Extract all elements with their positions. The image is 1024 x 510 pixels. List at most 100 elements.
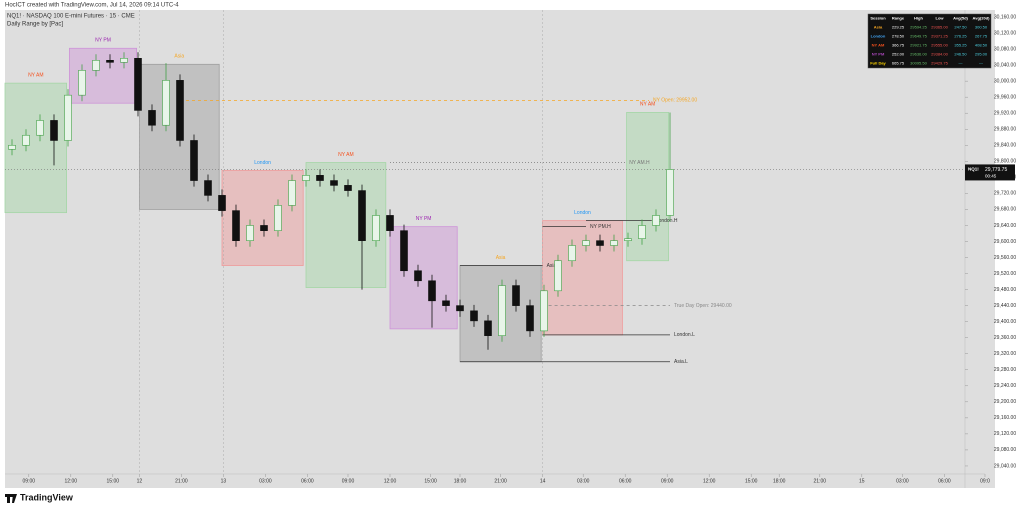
x-tick-label: 12:00 [65, 478, 78, 484]
credit: HocICT created with TradingView.com, Jul… [5, 3, 179, 9]
y-tick-label: 29,160.00 [994, 415, 1016, 421]
candle-body [554, 260, 562, 292]
table-cell: 30095.50 [910, 61, 927, 66]
table-cell: Asia [874, 25, 883, 30]
candle-body [526, 305, 534, 332]
candle-body [50, 120, 58, 141]
table-cell: 665.75 [892, 61, 905, 66]
y-tick-label: 29,400.00 [994, 319, 1016, 325]
table-cell: 247.50 [954, 25, 967, 30]
session-label: NY AM [28, 72, 43, 78]
candle-body [64, 94, 72, 141]
session-label: London [574, 210, 591, 216]
y-tick-label: 29,240.00 [994, 383, 1016, 389]
table-cell: 246.50 [954, 52, 967, 57]
candle-body [540, 290, 548, 332]
y-tick-label: 29,920.00 [994, 111, 1016, 117]
table-header: Low [936, 16, 945, 21]
table-cell: 366.75 [892, 43, 905, 48]
table-cell: Full Day [870, 61, 886, 66]
x-tick-label: 15:00 [745, 478, 758, 484]
candle-body [36, 120, 44, 136]
table-cell: 29555.00 [931, 43, 948, 48]
y-tick-label: 29,080.00 [994, 447, 1016, 453]
candle-body [344, 185, 352, 191]
price-tag-value: 29,779.75 [985, 167, 1007, 173]
session-box [626, 112, 669, 262]
y-tick-label: 29,840.00 [994, 143, 1016, 149]
x-tick-label: 15:00 [424, 478, 437, 484]
table-header: Range [892, 16, 905, 21]
price-tag-symbol: NQ1! [968, 167, 979, 172]
price-tag-countdown: 00:45 [985, 174, 997, 179]
candle-body [498, 285, 506, 336]
x-tick-label: 15:00 [107, 478, 120, 484]
x-tick-label: 18:00 [454, 478, 467, 484]
level-label: True Day Open: 29440.00 [674, 303, 732, 309]
brand: TradingView [20, 492, 74, 502]
table-bg [867, 13, 992, 69]
candle-body [316, 175, 324, 181]
x-tick-label: 18:00 [773, 478, 786, 484]
candle-body [456, 305, 464, 312]
session-label: NY PM [416, 216, 432, 222]
x-tick-label: 21:00 [494, 478, 507, 484]
candle-body [624, 238, 632, 241]
candle-body [568, 245, 576, 262]
y-tick-label: 29,120.00 [994, 431, 1016, 437]
plot-bg [5, 10, 995, 488]
x-tick-label: 09:00 [342, 478, 355, 484]
candle-body [260, 225, 268, 231]
y-tick-label: 29,440.00 [994, 303, 1016, 309]
level-label: NY PM.H [590, 224, 611, 230]
level-label: Asia.L [674, 359, 688, 365]
session-label: NY PM [95, 38, 111, 44]
candle-body [204, 180, 212, 196]
candle-body [652, 215, 660, 226]
table-header: Session [870, 16, 886, 21]
table-cell: London [871, 34, 886, 39]
candle-body [92, 60, 100, 71]
y-tick-label: 30,120.00 [994, 30, 1016, 36]
candle-body [190, 140, 198, 181]
y-tick-label: 30,040.00 [994, 62, 1016, 68]
candle-body [22, 134, 30, 146]
y-tick-label: 29,600.00 [994, 239, 1016, 245]
table-cell: 29636.00 [910, 52, 927, 57]
y-tick-label: 29,200.00 [994, 399, 1016, 405]
table-cell: NY PM [872, 52, 885, 57]
table-cell: NY AM [872, 43, 885, 48]
table-cell: 408.50 [975, 43, 988, 48]
table-cell: 29649.75 [910, 34, 927, 39]
candle-body [274, 205, 282, 231]
x-tick-label: 06:00 [619, 478, 632, 484]
y-tick-label: 29,680.00 [994, 207, 1016, 213]
y-tick-label: 29,040.00 [994, 463, 1016, 469]
y-tick-label: 29,560.00 [994, 255, 1016, 261]
x-tick-label: 03:00 [577, 478, 590, 484]
x-tick-label: 13 [221, 478, 227, 484]
y-tick-label: 30,000.00 [994, 78, 1016, 84]
session-label: NY AM [338, 152, 353, 158]
candle-body [358, 190, 366, 241]
x-tick-label: 03:00 [896, 478, 909, 484]
candle-body [610, 240, 618, 246]
table-header: Avg(20d) [973, 16, 991, 21]
brand-logo [5, 494, 17, 503]
candle-body [372, 215, 380, 241]
x-tick-label: 21:00 [175, 478, 188, 484]
table-cell: 300.50 [975, 25, 988, 30]
candle-body [148, 110, 156, 126]
candle-body [582, 240, 590, 246]
candle-body [246, 225, 254, 241]
session-label: NY AM [640, 102, 655, 108]
x-tick-label: 09:00 [661, 478, 674, 484]
candle-body [134, 58, 142, 111]
y-tick-label: 29,360.00 [994, 335, 1016, 341]
x-tick-label: 14 [540, 478, 546, 484]
price-tag-bg [965, 164, 1015, 181]
candle-body [484, 320, 492, 336]
candle-body [288, 180, 296, 206]
y-tick-label: 29,960.00 [994, 95, 1016, 101]
